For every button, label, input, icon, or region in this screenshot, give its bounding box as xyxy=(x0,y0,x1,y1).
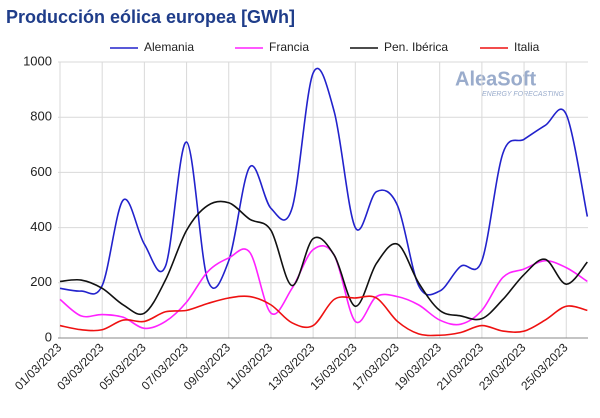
legend-label: Francia xyxy=(269,40,309,54)
series-line xyxy=(59,67,589,296)
y-tick-label: 800 xyxy=(30,109,52,124)
legend-label: Pen. Ibérica xyxy=(384,40,448,54)
chart-title: Producción eólica europea [GWh] xyxy=(6,7,295,27)
y-tick-label: 200 xyxy=(30,274,52,289)
y-tick-label: 600 xyxy=(30,164,52,179)
y-tick-label: 0 xyxy=(45,329,52,344)
y-tick-label: 1000 xyxy=(23,53,52,68)
logo-tagline: ENERGY FORECASTING xyxy=(482,91,564,98)
series-line xyxy=(59,295,588,337)
y-tick-label: 400 xyxy=(30,219,52,234)
series-line xyxy=(59,200,588,321)
legend-label: Italia xyxy=(514,40,540,54)
series-line xyxy=(59,245,588,330)
logo-name: AleaSoft xyxy=(455,68,536,90)
legend-label: Alemania xyxy=(144,40,194,54)
